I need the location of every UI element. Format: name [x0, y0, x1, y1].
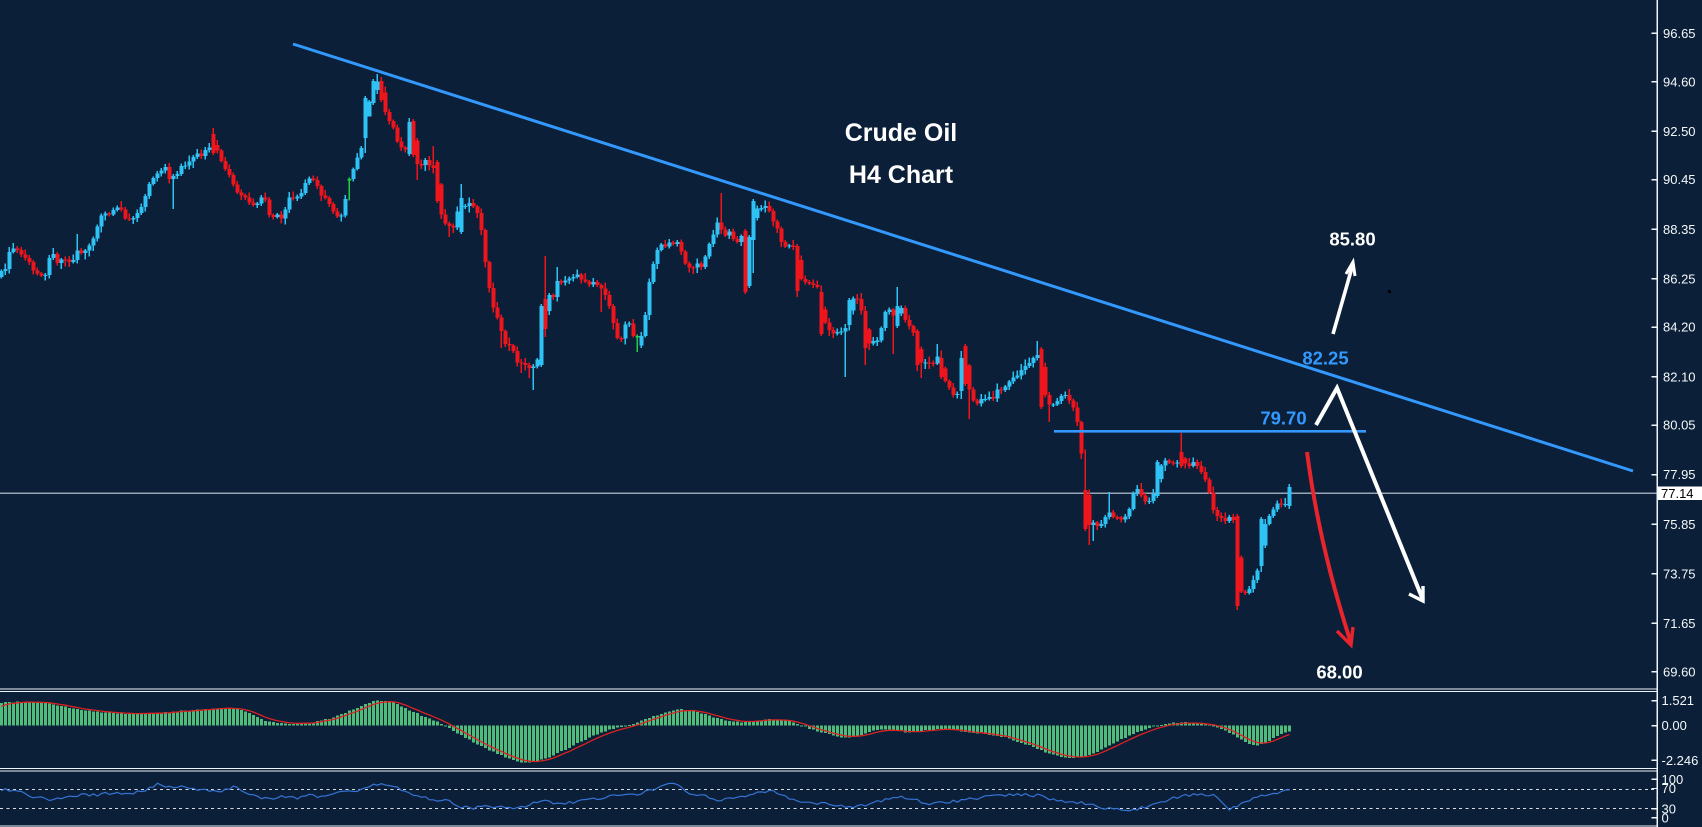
- svg-text:0: 0: [1662, 810, 1669, 825]
- svg-text:79.70: 79.70: [1260, 408, 1306, 429]
- svg-text:85.80: 85.80: [1329, 229, 1375, 250]
- svg-text:73.75: 73.75: [1663, 566, 1696, 581]
- svg-text:1.521: 1.521: [1662, 693, 1695, 708]
- svg-text:-2.246: -2.246: [1662, 753, 1699, 768]
- svg-text:75.85: 75.85: [1663, 517, 1696, 532]
- svg-text:H4 Chart: H4 Chart: [849, 161, 954, 189]
- svg-text:94.60: 94.60: [1663, 74, 1696, 89]
- svg-text:96.65: 96.65: [1663, 26, 1696, 41]
- svg-text:69.60: 69.60: [1663, 664, 1696, 679]
- svg-text:71.65: 71.65: [1663, 616, 1696, 631]
- svg-text:90.45: 90.45: [1663, 172, 1696, 187]
- svg-text:82.10: 82.10: [1663, 369, 1696, 384]
- svg-text:30: 30: [1662, 801, 1676, 816]
- svg-text:70: 70: [1662, 781, 1676, 796]
- svg-text:92.50: 92.50: [1663, 124, 1696, 139]
- svg-text:84.20: 84.20: [1663, 320, 1696, 335]
- svg-text:68.00: 68.00: [1316, 662, 1362, 683]
- svg-text:86.25: 86.25: [1663, 271, 1696, 286]
- svg-text:Crude Oil: Crude Oil: [845, 119, 958, 147]
- svg-text:77.14: 77.14: [1661, 486, 1694, 501]
- svg-text:82.25: 82.25: [1302, 348, 1348, 369]
- svg-text:77.95: 77.95: [1663, 467, 1696, 482]
- svg-text:0.00: 0.00: [1662, 718, 1687, 733]
- svg-text:100: 100: [1662, 772, 1684, 787]
- svg-text:80.05: 80.05: [1663, 418, 1696, 433]
- svg-text:88.35: 88.35: [1663, 222, 1696, 237]
